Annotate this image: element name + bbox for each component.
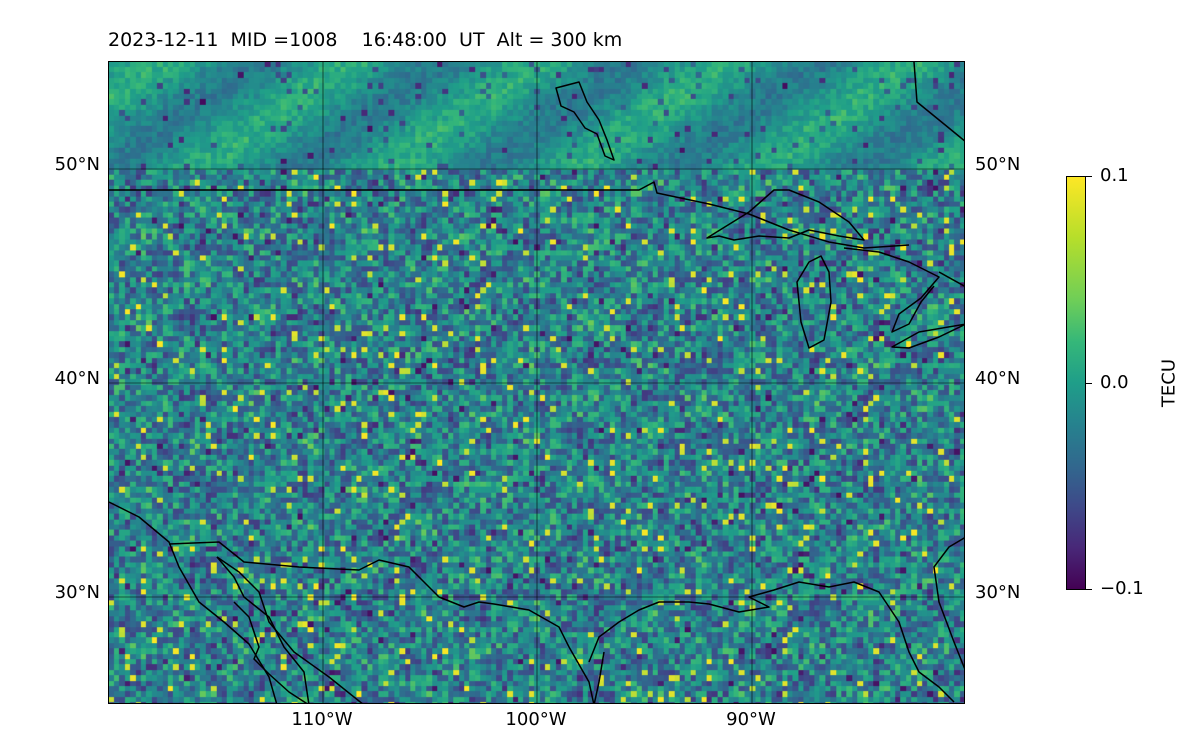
- florida-atlantic: [933, 537, 964, 670]
- lon-label-110w: 110°W: [291, 709, 353, 730]
- coastlines-borders: [109, 62, 964, 703]
- tec-map: [108, 61, 965, 704]
- baja-peninsula: [216, 556, 363, 703]
- us-mexico-border: [168, 541, 595, 703]
- lat-label-left-50: 50°N: [54, 154, 100, 175]
- title-alt: Alt = 300 km: [496, 29, 623, 51]
- lat-label-left-30: 30°N: [54, 582, 100, 603]
- lat-label-right-30: 30°N: [975, 582, 1021, 603]
- gulf-coast: [588, 581, 955, 703]
- us-canada-border: [109, 181, 910, 249]
- gulf-of-california: [216, 556, 310, 703]
- great-lakes-east: [938, 271, 964, 287]
- colorbar-tick-max: [1086, 176, 1092, 177]
- baja-pacific-coast: [109, 501, 278, 703]
- colorbar-label-zero: 0.0: [1100, 372, 1129, 393]
- map-overlay: [109, 62, 964, 703]
- lat-label-right-40: 40°N: [975, 368, 1021, 389]
- colorbar: [1066, 176, 1086, 590]
- title-time: 16:48:00 UT: [361, 29, 485, 51]
- title-date: 2023-12-11: [108, 29, 219, 51]
- lake-huron: [843, 247, 940, 333]
- colorbar-title: TECU: [1158, 358, 1180, 408]
- map-title: 2023-12-11 MID =1008 16:48:00 UT Alt = 3…: [108, 29, 622, 51]
- colorbar-label-max: 0.1: [1100, 165, 1129, 186]
- lon-label-100w: 100°W: [505, 709, 567, 730]
- lake-superior: [706, 189, 865, 241]
- lat-label-right-50: 50°N: [975, 154, 1021, 175]
- colorbar-label-min: −0.1: [1100, 578, 1144, 599]
- lat-label-left-40: 40°N: [54, 368, 100, 389]
- lake-erie-ontario: [891, 323, 964, 349]
- baja-inner: [233, 601, 308, 703]
- hudson-bay: [913, 62, 964, 142]
- title-mid: MID =1008: [230, 29, 338, 51]
- lon-label-90w: 90°W: [726, 709, 776, 730]
- lake-michigan: [796, 255, 832, 349]
- lake-winnipeg: [555, 81, 615, 161]
- mexico-gulf-coast: [593, 651, 605, 703]
- colorbar-tick-zero: [1086, 383, 1092, 384]
- gridlines: [109, 62, 964, 703]
- colorbar-tick-min: [1086, 589, 1092, 590]
